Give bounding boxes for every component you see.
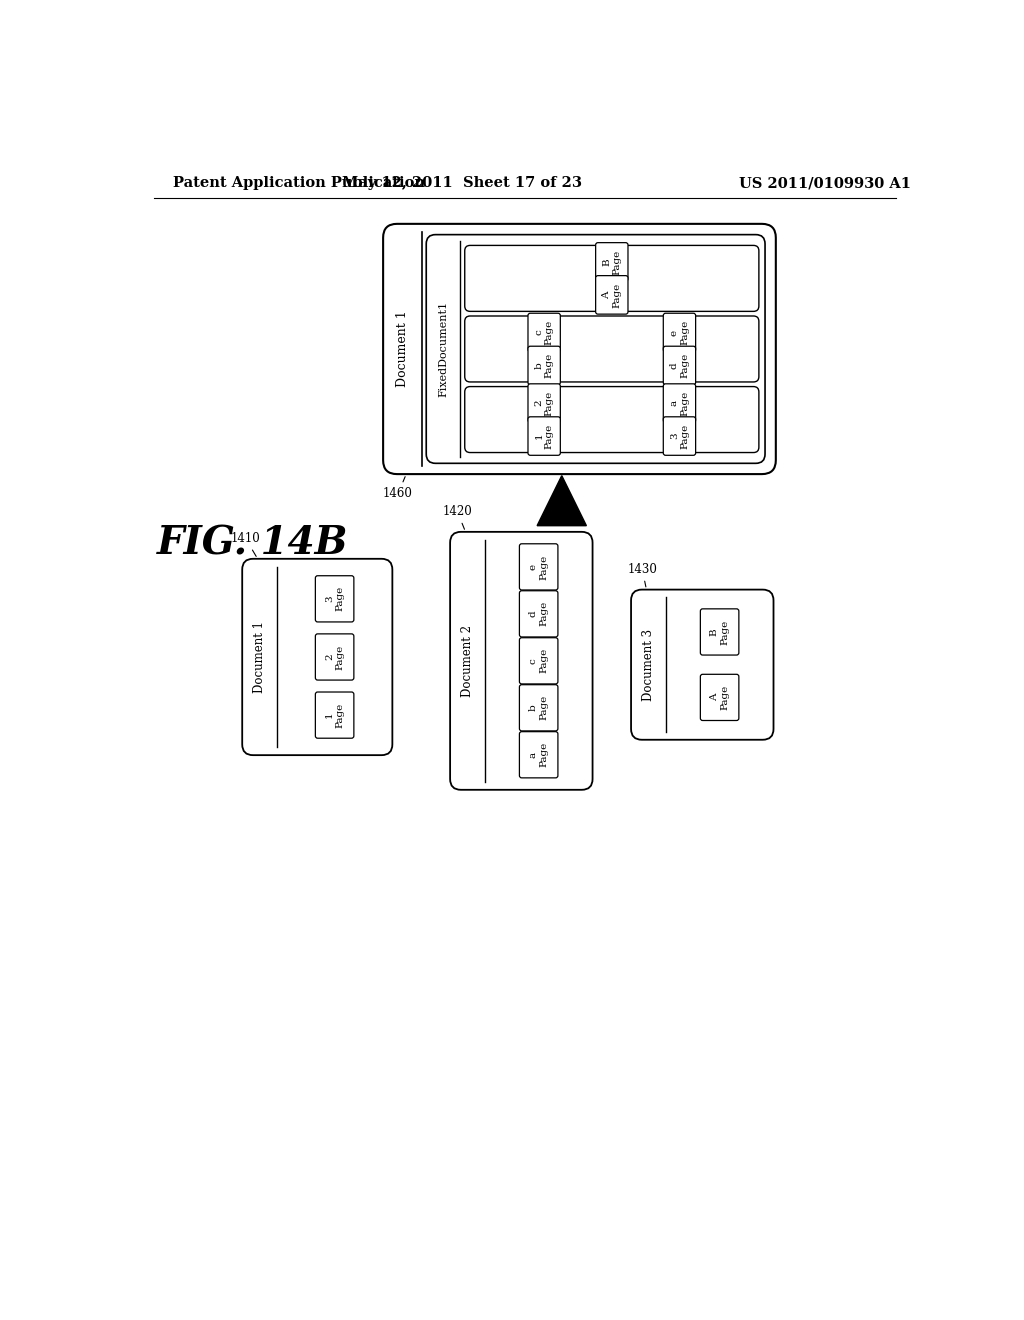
Text: b
Page: b Page bbox=[535, 352, 554, 378]
Text: B
Page: B Page bbox=[602, 249, 622, 275]
FancyBboxPatch shape bbox=[451, 532, 593, 789]
FancyBboxPatch shape bbox=[596, 276, 628, 314]
FancyBboxPatch shape bbox=[528, 313, 560, 351]
FancyBboxPatch shape bbox=[315, 576, 354, 622]
Text: d
Page: d Page bbox=[529, 601, 549, 627]
Text: b
Page: b Page bbox=[529, 696, 549, 721]
FancyBboxPatch shape bbox=[664, 346, 695, 384]
Text: Document 1: Document 1 bbox=[253, 620, 266, 693]
FancyBboxPatch shape bbox=[700, 609, 739, 655]
Text: Document 2: Document 2 bbox=[461, 624, 474, 697]
Text: 2
Page: 2 Page bbox=[535, 391, 554, 416]
Text: Patent Application Publication: Patent Application Publication bbox=[173, 176, 425, 190]
Text: a
Page: a Page bbox=[670, 391, 689, 416]
FancyBboxPatch shape bbox=[596, 243, 628, 281]
FancyBboxPatch shape bbox=[465, 387, 759, 453]
Text: 1430: 1430 bbox=[628, 562, 657, 587]
FancyBboxPatch shape bbox=[664, 417, 695, 455]
FancyBboxPatch shape bbox=[519, 638, 558, 684]
FancyBboxPatch shape bbox=[528, 384, 560, 422]
Text: Document 1: Document 1 bbox=[396, 310, 409, 387]
Text: e
Page: e Page bbox=[670, 319, 689, 345]
Text: US 2011/0109930 A1: US 2011/0109930 A1 bbox=[739, 176, 911, 190]
FancyBboxPatch shape bbox=[243, 558, 392, 755]
FancyBboxPatch shape bbox=[519, 544, 558, 590]
Text: 1
Page: 1 Page bbox=[325, 702, 344, 727]
Text: FIG. 14B: FIG. 14B bbox=[157, 524, 348, 562]
Text: Document 3: Document 3 bbox=[642, 628, 655, 701]
Text: May 12, 2011  Sheet 17 of 23: May 12, 2011 Sheet 17 of 23 bbox=[342, 176, 582, 190]
FancyBboxPatch shape bbox=[700, 675, 739, 721]
Text: 1420: 1420 bbox=[442, 506, 472, 529]
FancyBboxPatch shape bbox=[426, 235, 765, 463]
Text: 1
Page: 1 Page bbox=[535, 424, 554, 449]
Text: a
Page: a Page bbox=[529, 742, 549, 767]
Text: e
Page: e Page bbox=[529, 554, 549, 579]
Text: 3
Page: 3 Page bbox=[325, 586, 344, 611]
Text: FixedDocument1: FixedDocument1 bbox=[438, 301, 449, 397]
Text: A
Page: A Page bbox=[602, 282, 622, 308]
Polygon shape bbox=[538, 475, 587, 525]
FancyBboxPatch shape bbox=[528, 346, 560, 384]
Text: B
Page: B Page bbox=[710, 619, 729, 644]
FancyBboxPatch shape bbox=[528, 417, 560, 455]
Text: 3
Page: 3 Page bbox=[670, 424, 689, 449]
FancyBboxPatch shape bbox=[465, 315, 759, 381]
FancyBboxPatch shape bbox=[519, 731, 558, 777]
FancyBboxPatch shape bbox=[315, 692, 354, 738]
FancyBboxPatch shape bbox=[664, 384, 695, 422]
Text: 1460: 1460 bbox=[383, 477, 413, 500]
Text: 2
Page: 2 Page bbox=[325, 644, 344, 669]
Text: d
Page: d Page bbox=[670, 352, 689, 378]
Text: c
Page: c Page bbox=[529, 648, 549, 673]
Text: c
Page: c Page bbox=[535, 319, 554, 345]
FancyBboxPatch shape bbox=[664, 313, 695, 351]
FancyBboxPatch shape bbox=[383, 224, 776, 474]
FancyBboxPatch shape bbox=[315, 634, 354, 680]
Text: 1410: 1410 bbox=[230, 532, 260, 557]
FancyBboxPatch shape bbox=[631, 590, 773, 739]
FancyBboxPatch shape bbox=[465, 246, 759, 312]
FancyBboxPatch shape bbox=[519, 591, 558, 638]
FancyBboxPatch shape bbox=[519, 685, 558, 731]
Text: A
Page: A Page bbox=[710, 685, 729, 710]
